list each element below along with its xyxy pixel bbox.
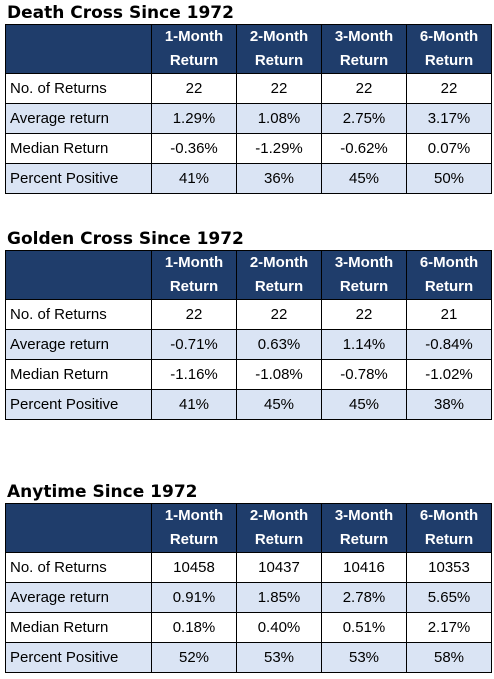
table-cell: 53% [236,642,322,673]
table-cell: 45% [236,389,322,420]
table-cell: -0.84% [406,329,492,360]
header-row: 1-Month Return 2-Month Return 3-Month Retur… [5,503,492,553]
table-cell: 41% [151,389,237,420]
table-row: Percent Positive 52% 53% 53% 58% [5,642,492,673]
table-cell: 53% [321,642,407,673]
column-header: 2-Month Return [236,250,322,300]
header-corner [5,250,152,300]
table-title: Anytime Since 1972 [7,482,198,502]
table-row: No. of Returns 10458 10437 10416 10353 [5,552,492,583]
table-cell: 58% [406,642,492,673]
table-cell: 10458 [151,552,237,583]
column-header: 2-Month Return [236,24,322,74]
table-cell: 21 [406,299,492,330]
column-header: 2-Month Return [236,503,322,553]
table-cell: 3.17% [406,103,492,134]
table-cell: 22 [321,73,407,104]
table-cell: 2.78% [321,582,407,613]
column-header: 3-Month Return [321,250,407,300]
row-label: Median Return [5,612,152,643]
column-header: 3-Month Return [321,503,407,553]
table-cell: 5.65% [406,582,492,613]
table-cell: 22 [151,73,237,104]
returns-table: 1-Month Return 2-Month Return 3-Month Retur… [5,24,492,194]
table-cell: -1.16% [151,359,237,390]
table-row: Median Return -1.16% -1.08% -0.78% -1.02… [5,359,492,390]
table-cell: 22 [151,299,237,330]
row-label: Average return [5,582,152,613]
row-label: Percent Positive [5,163,152,194]
table-cell: 22 [406,73,492,104]
column-header: 1-Month Return [151,503,237,553]
table-cell: 50% [406,163,492,194]
table-row: Percent Positive 41% 36% 45% 50% [5,163,492,194]
table-cell: 2.17% [406,612,492,643]
table-cell: 22 [236,73,322,104]
returns-table: 1-Month Return 2-Month Return 3-Month Retur… [5,250,492,420]
table-row: Median Return -0.36% -1.29% -0.62% 0.07% [5,133,492,164]
table-cell: 1.85% [236,582,322,613]
table-title: Death Cross Since 1972 [7,3,234,23]
column-header: 6-Month Return [406,24,492,74]
row-label: Median Return [5,359,152,390]
row-label: Average return [5,103,152,134]
table-block-golden-cross: Golden Cross Since 1972 1-Month Return 2-… [5,228,492,420]
table-block-death-cross: Death Cross Since 1972 1-Month Return 2-M… [5,2,492,194]
row-label: Percent Positive [5,389,152,420]
column-header: 6-Month Return [406,503,492,553]
row-label: Average return [5,329,152,360]
table-cell: 0.91% [151,582,237,613]
table-cell: 0.07% [406,133,492,164]
table-cell: -0.62% [321,133,407,164]
table-cell: 0.51% [321,612,407,643]
table-block-anytime: Anytime Since 1972 1-Month Return 2-Month… [5,481,492,673]
header-corner [5,24,152,74]
table-cell: -0.71% [151,329,237,360]
table-cell: 0.18% [151,612,237,643]
row-label: No. of Returns [5,552,152,583]
column-header: 1-Month Return [151,24,237,74]
table-cell: 52% [151,642,237,673]
row-label: No. of Returns [5,299,152,330]
table-cell: 1.08% [236,103,322,134]
table-cell: 38% [406,389,492,420]
header-corner [5,503,152,553]
table-row: Percent Positive 41% 45% 45% 38% [5,389,492,420]
table-cell: 10353 [406,552,492,583]
table-cell: -0.36% [151,133,237,164]
column-header: 6-Month Return [406,250,492,300]
table-cell: 22 [321,299,407,330]
column-header: 1-Month Return [151,250,237,300]
table-cell: 41% [151,163,237,194]
row-label: Percent Positive [5,642,152,673]
table-row: Average return 1.29% 1.08% 2.75% 3.17% [5,103,492,134]
table-cell: 2.75% [321,103,407,134]
table-row: Average return -0.71% 0.63% 1.14% -0.84% [5,329,492,360]
returns-table: 1-Month Return 2-Month Return 3-Month Retur… [5,503,492,673]
row-label: Median Return [5,133,152,164]
table-row: Median Return 0.18% 0.40% 0.51% 2.17% [5,612,492,643]
table-cell: -1.02% [406,359,492,390]
table-cell: 45% [321,163,407,194]
header-row: 1-Month Return 2-Month Return 3-Month Retur… [5,250,492,300]
table-cell: 22 [236,299,322,330]
table-cell: 0.40% [236,612,322,643]
table-cell: -1.29% [236,133,322,164]
column-header: 3-Month Return [321,24,407,74]
table-cell: 10416 [321,552,407,583]
table-cell: 10437 [236,552,322,583]
table-row: No. of Returns 22 22 22 22 [5,73,492,104]
table-cell: -1.08% [236,359,322,390]
table-cell: 36% [236,163,322,194]
table-cell: 1.29% [151,103,237,134]
table-row: No. of Returns 22 22 22 21 [5,299,492,330]
table-cell: 0.63% [236,329,322,360]
table-cell: 1.14% [321,329,407,360]
header-row: 1-Month Return 2-Month Return 3-Month Retur… [5,24,492,74]
table-row: Average return 0.91% 1.85% 2.78% 5.65% [5,582,492,613]
table-title: Golden Cross Since 1972 [7,229,244,249]
table-cell: 45% [321,389,407,420]
row-label: No. of Returns [5,73,152,104]
table-cell: -0.78% [321,359,407,390]
